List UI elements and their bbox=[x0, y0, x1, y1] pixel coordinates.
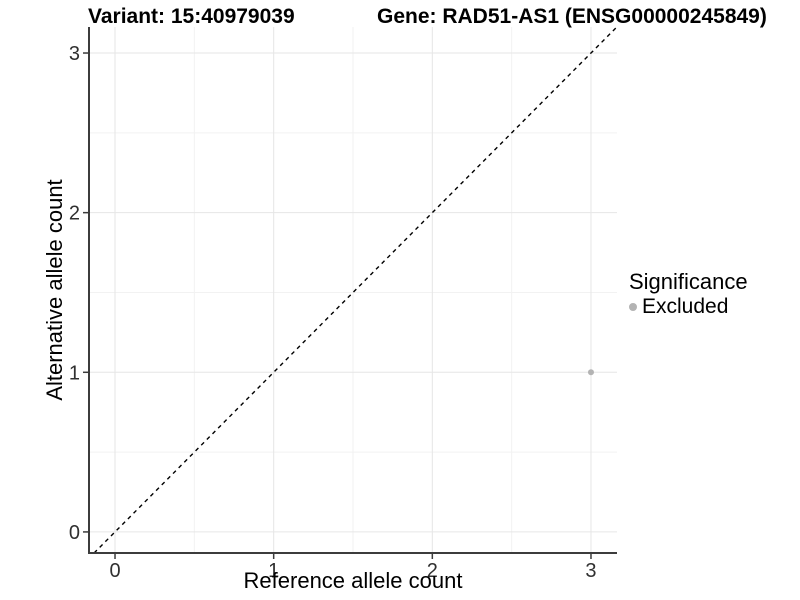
legend: Significance Excluded bbox=[629, 269, 748, 319]
identity-reference-line bbox=[93, 26, 618, 554]
y-tick-label: 2 bbox=[69, 203, 80, 225]
variant-title: Variant: 15:40979039 bbox=[88, 5, 295, 28]
x-tick-label: 2 bbox=[427, 560, 438, 582]
y-axis-label: Alternative allele count bbox=[42, 179, 67, 401]
y-tick-label: 0 bbox=[69, 522, 80, 544]
x-tick-label: 1 bbox=[268, 560, 279, 582]
legend-swatch-dot bbox=[629, 303, 637, 311]
x-tick-label: 0 bbox=[109, 560, 120, 582]
x-tick-label: 3 bbox=[585, 560, 596, 582]
y-tick-label: 1 bbox=[69, 362, 80, 384]
data-point bbox=[587, 369, 594, 376]
legend-item-label: Excluded bbox=[642, 295, 729, 318]
x-axis-label: Reference allele count bbox=[243, 568, 463, 593]
legend-title: Significance bbox=[629, 269, 748, 294]
legend-items: Excluded bbox=[629, 295, 748, 319]
y-tick-label: 3 bbox=[69, 43, 80, 65]
gene-title: Gene: RAD51-AS1 (ENSG00000245849) bbox=[377, 5, 767, 28]
legend-item: Excluded bbox=[629, 295, 748, 319]
